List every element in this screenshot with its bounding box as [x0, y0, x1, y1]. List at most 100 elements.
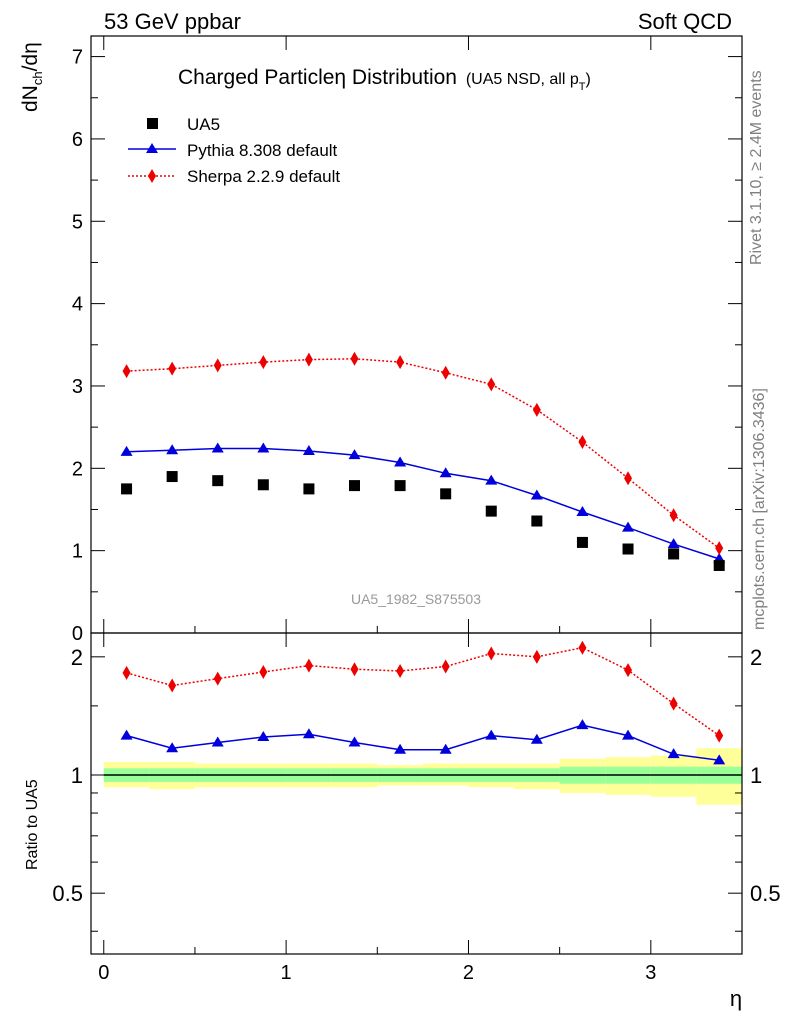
x-tick-label: 3	[645, 962, 656, 984]
ratio-sherpa-point	[350, 662, 359, 677]
ua5-point	[713, 559, 725, 571]
ratio-pythia-point	[348, 736, 361, 747]
ratio-pythia-point	[394, 743, 407, 754]
ratio-pythia-point	[166, 742, 179, 753]
sherpa-point	[122, 364, 131, 379]
chart-title: Charged Particleη Distribution (UA5 NSD,…	[178, 66, 591, 93]
sherpa-point	[304, 352, 313, 367]
sherpa-point	[441, 365, 450, 380]
ua5-point	[257, 479, 269, 491]
ratio-y-label: Ratio to UA5	[24, 779, 41, 870]
ratio-pythia-point	[211, 736, 224, 747]
ratio-pythia-line	[126, 724, 720, 762]
y-tick-label: 5	[72, 211, 83, 233]
ratio-sherpa-point	[715, 728, 724, 743]
sherpa-point	[578, 434, 587, 449]
ratio-sherpa-point	[441, 659, 450, 674]
ratio-sherpa-point	[396, 664, 405, 679]
sherpa-point	[624, 471, 633, 486]
ratio-y-tick-label-right: 0.5	[750, 881, 781, 906]
pythia-point	[166, 444, 179, 455]
ratio-pythia-point	[439, 743, 452, 754]
y-tick-label: 1	[72, 541, 83, 563]
ratio-pythia-point	[530, 733, 543, 744]
ua5-point	[212, 475, 224, 487]
ua5-point	[668, 548, 680, 560]
pythia-point	[576, 505, 589, 516]
sherpa-point	[487, 377, 496, 392]
ua5-point	[531, 515, 543, 527]
ratio-y-tick-label: 1	[71, 763, 83, 788]
main-y-label-main: dN	[19, 85, 42, 112]
legend-label-sherpa: Sherpa 2.2.9 default	[187, 167, 340, 186]
pythia-line	[126, 447, 720, 560]
pythia-point	[667, 538, 680, 549]
sherpa-point	[350, 351, 359, 366]
ratio-pythia-point	[713, 754, 726, 765]
ua5-point	[121, 483, 133, 495]
sherpa-point	[532, 402, 541, 417]
x-tick-label: 1	[281, 962, 292, 984]
sherpa-point	[259, 355, 268, 370]
pythia-point	[348, 449, 361, 460]
legend-marker-ua5	[147, 118, 158, 129]
analysis-watermark: UA5_1982_S875503	[351, 591, 481, 607]
ratio-sherpa-point	[578, 640, 587, 655]
y-tick-label: 4	[72, 294, 83, 316]
pythia-point	[394, 456, 407, 467]
sherpa-line	[126, 358, 720, 549]
ua5-point	[394, 480, 406, 492]
legend: UA5 Pythia 8.308 default Sherpa 2.2.9 de…	[128, 115, 340, 186]
ratio-pythia-point	[485, 729, 498, 740]
ratio-y-tick-label: 0.5	[52, 881, 83, 906]
ratio-sherpa-line	[126, 646, 720, 737]
chart-title-sub: (UA5 NSD, all p	[466, 71, 579, 88]
sherpa-point	[396, 355, 405, 370]
pythia-point	[302, 445, 315, 456]
ratio-sherpa-point	[532, 649, 541, 664]
ua5-point	[166, 471, 178, 483]
chart-title-sub-close: )	[585, 71, 590, 88]
pythia-point	[530, 489, 543, 500]
ua5-point	[485, 505, 497, 517]
ratio-sherpa-point	[304, 658, 313, 673]
ratio-pythia-point	[302, 728, 315, 739]
ratio-y-tick-label-right: 2	[750, 645, 762, 670]
chart-title-sub-index: T	[579, 81, 586, 93]
ratio-panel: 0.5 0.51 12 20 1 2 3	[52, 626, 781, 984]
pythia-point	[622, 521, 635, 532]
ratio-y-tick-label-right: 1	[750, 763, 762, 788]
mcplots-label: mcplots.cern.ch [arXiv:1306.3436]	[751, 388, 768, 630]
legend-marker-pythia	[146, 143, 158, 153]
sherpa-point	[213, 358, 222, 373]
rivet-label: Rivet 3.1.10, ≥ 2.4M events	[748, 70, 765, 265]
y-tick-label: 7	[72, 47, 83, 69]
pythia-point	[485, 474, 498, 485]
pythia-point	[439, 467, 452, 478]
sherpa-point	[669, 508, 678, 523]
ratio-pythia-point	[257, 730, 270, 741]
ratio-pythia-point	[120, 729, 133, 740]
x-tick-label: 0	[98, 962, 109, 984]
pythia-point	[120, 445, 133, 456]
legend-label-ua5: UA5	[187, 115, 220, 134]
ratio-y-tick-label: 2	[71, 645, 83, 670]
ratio-pythia-point	[576, 719, 589, 730]
ua5-point	[622, 543, 634, 555]
ratio-sherpa-point	[669, 696, 678, 711]
ua5-point	[440, 488, 452, 500]
ratio-ticks: 0.5 0.51 12 20 1 2 3	[52, 626, 781, 984]
legend-label-pythia: Pythia 8.308 default	[187, 141, 338, 160]
header-right: Soft QCD	[638, 9, 732, 34]
ratio-pythia-point	[622, 729, 635, 740]
main-y-label: dNch/dη	[19, 42, 45, 112]
ratio-sherpa-point	[487, 646, 496, 661]
y-tick-label: 3	[72, 376, 83, 398]
y-tick-label: 6	[72, 129, 83, 151]
ratio-sherpa-point	[259, 664, 268, 679]
sherpa-point	[168, 361, 177, 376]
sherpa-point	[715, 541, 724, 556]
header-left: 53 GeV ppbar	[104, 9, 241, 34]
ratio-sherpa-point	[624, 663, 633, 678]
